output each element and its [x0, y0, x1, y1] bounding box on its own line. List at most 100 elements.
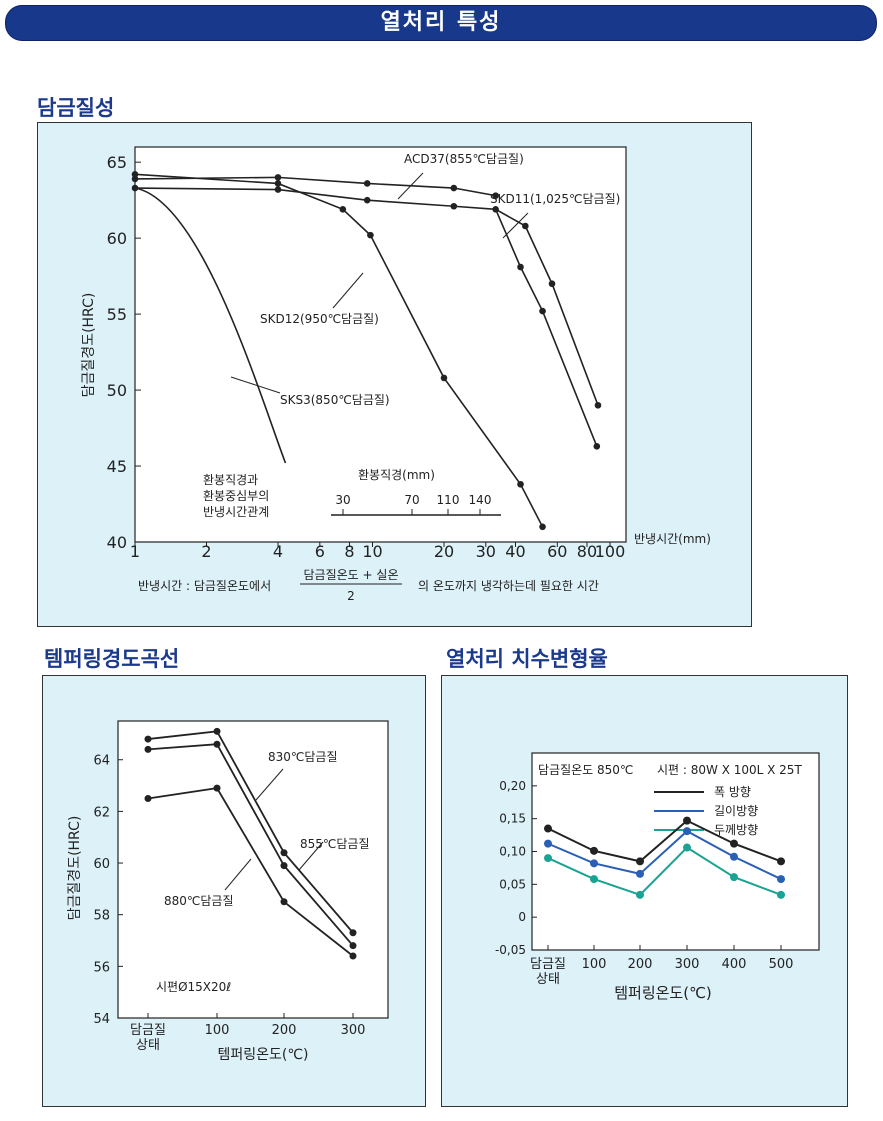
dimension-panel: -0,05 0 0,05 0,10 0,15 0,20 담금질 상태 100 200 300 400…	[441, 675, 848, 1107]
x-tick-label: 200	[272, 1023, 297, 1038]
legend-label: 폭 방향	[714, 785, 751, 799]
series-line	[147, 730, 354, 934]
series-point	[144, 735, 152, 743]
series-line	[547, 829, 782, 880]
series-point	[213, 784, 221, 792]
y-tick-label: 40	[107, 533, 127, 552]
x-tick-label: 20	[434, 542, 454, 561]
series-point	[730, 873, 738, 882]
label-880: 880℃담금질	[164, 894, 234, 908]
y-tick-label: 54	[93, 1012, 110, 1027]
skd12-branch-point	[593, 442, 601, 450]
footnote-denominator: 2	[347, 589, 355, 603]
label-830: 830℃담금질	[268, 750, 338, 764]
label-skd11: SKD11(1,025℃담금질)	[490, 192, 620, 206]
skd11-point	[274, 186, 282, 193]
y-tick-label: 0	[518, 910, 526, 924]
relation-line2: 환봉중심부의	[203, 489, 269, 503]
series-point	[590, 875, 598, 884]
series-point	[144, 745, 152, 753]
leader-sks3	[230, 376, 281, 394]
skd12-point	[539, 523, 546, 531]
series-point	[777, 857, 785, 866]
y-tick-label: 0,15	[499, 812, 526, 826]
sks3-line	[134, 187, 287, 464]
x-tick-label: 400	[722, 957, 747, 972]
series-point	[280, 898, 288, 906]
x-tick-label: 4	[273, 542, 283, 561]
series-line	[547, 819, 782, 863]
bar-diameter-label: 환봉직경(mm)	[358, 468, 435, 482]
section-title-hardenability: 담금질성	[37, 96, 115, 120]
label-skd12: SKD12(950℃담금질)	[260, 312, 379, 326]
series-point	[280, 849, 288, 857]
x-tick-label: 60	[547, 542, 567, 561]
x-axis-label: 템퍼링온도(℃)	[614, 984, 712, 1002]
hardenability-panel: 40 45 50 55 60 65 1 2 4 6 8 10 20 30 40 60 80 100 담금질경도(…	[37, 122, 752, 627]
skd12-branch-point	[539, 307, 546, 315]
y-tick-label: 50	[107, 381, 127, 400]
series-point	[544, 824, 552, 833]
skd12-point	[131, 171, 139, 178]
section-title-tempering: 템퍼링경도곡선	[44, 647, 180, 671]
relation-line1: 환봉직경과	[203, 473, 258, 487]
x-axis-label: 템퍼링온도(℃)	[217, 1047, 308, 1063]
series-point	[280, 862, 288, 870]
plot-area	[134, 146, 627, 543]
legend-label: 길이방향	[714, 804, 758, 818]
chart-subtitle-specimen: 시편 : 80W X 100L X 25T	[657, 763, 802, 777]
y-tick-label: 45	[107, 457, 127, 476]
acd37-point	[131, 175, 139, 183]
x-tick-label: 100	[582, 957, 607, 972]
x-tick-label: 6	[315, 542, 325, 561]
x-tick-label: 2	[201, 542, 211, 561]
acd37-point	[274, 174, 282, 181]
plot-area	[531, 752, 820, 951]
skd11-line	[134, 187, 599, 406]
series-point	[777, 890, 785, 899]
leader-skd11	[502, 212, 529, 239]
relation-line3: 반냉시간관계	[203, 505, 269, 519]
x-tick-label: 200	[628, 957, 653, 972]
series-point	[349, 929, 357, 937]
x-tick-label: 500	[769, 957, 794, 972]
specimen-note: 시편Ø15X20ℓ	[156, 980, 231, 994]
series-point	[590, 846, 598, 855]
label-855: 855℃담금질	[300, 837, 370, 851]
y-tick-label: 0,20	[499, 779, 526, 793]
skd12-point	[339, 205, 347, 213]
skd12-point	[517, 480, 524, 488]
bar-diameter-tick-label: 30	[335, 493, 350, 507]
x-tick-label: 상태	[536, 972, 560, 987]
y-tick-label: -0,05	[495, 943, 526, 957]
x-tick-label: 1	[130, 542, 140, 561]
series-point	[730, 839, 738, 848]
x-tick-label: 10	[362, 542, 382, 561]
y-tick-label: 58	[93, 909, 110, 924]
leader-830	[255, 768, 284, 801]
x-tick-label: 300	[341, 1023, 366, 1038]
header-banner: 열처리 특성	[5, 5, 877, 41]
series-line	[147, 787, 354, 957]
x-tick-label: 100	[595, 542, 626, 561]
series-point	[683, 843, 691, 852]
series-point	[683, 827, 691, 836]
skd11-point	[131, 184, 139, 192]
skd12-point	[274, 180, 282, 187]
series-point	[683, 816, 691, 825]
footnote-numerator: 담금질온도 + 실온	[304, 568, 399, 582]
x-tick-label: 담금질	[530, 957, 566, 972]
series-point	[777, 875, 785, 884]
y-axis-label: 담금질경도(HRC)	[81, 293, 97, 398]
skd12-branch-point	[517, 263, 524, 271]
y-tick-label: 55	[107, 305, 127, 324]
acd37-point	[450, 184, 458, 192]
bar-diameter-tick-label: 140	[469, 493, 492, 507]
leader-855	[298, 841, 324, 871]
footnote-suffix: 의 온도까지 냉각하는데 필요한 시간	[418, 579, 599, 593]
skd12-point	[367, 231, 374, 239]
bar-diameter-tick-label: 70	[404, 493, 419, 507]
skd11-point	[363, 196, 371, 204]
